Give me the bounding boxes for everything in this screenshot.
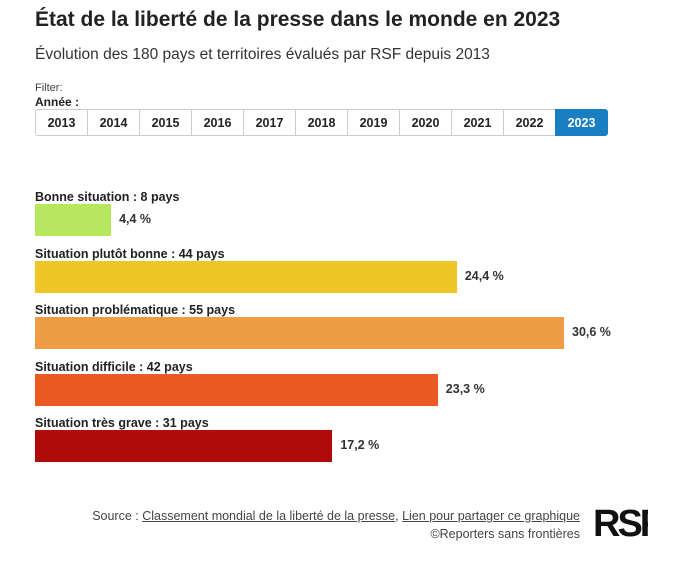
year-filter-label: Année : <box>35 95 80 109</box>
value-label: 23,3 % <box>445 381 485 396</box>
year-tab-2018[interactable]: 2018 <box>295 109 348 136</box>
year-tab-2017[interactable]: 2017 <box>243 109 296 136</box>
value-label: 24,4 % <box>464 268 504 283</box>
value-label: 17,2 % <box>340 438 380 452</box>
year-tab-2016[interactable]: 2016 <box>191 109 244 136</box>
year-tab-2021[interactable]: 2021 <box>451 109 504 136</box>
year-tab-2019[interactable]: 2019 <box>347 109 400 136</box>
year-tab-2015[interactable]: 2015 <box>139 109 192 136</box>
value-label: 4,4 % <box>119 212 152 226</box>
category-label: Situation difficile : 42 pays <box>35 359 193 374</box>
year-filter-tabs: 2013 2014 2015 2016 2017 2018 2019 2020 2021 2022… <box>35 109 608 136</box>
source-line: Source : Classement mondial de la libert… <box>92 507 580 525</box>
year-tab-2023[interactable]: 2023 <box>555 109 608 136</box>
chart-subtitle: Évolution des 180 pays et territoires év… <box>35 46 490 63</box>
year-tab-2014[interactable]: 2014 <box>87 109 140 136</box>
category-label: Situation plutôt bonne : 44 pays <box>35 246 225 261</box>
category-label: Bonne situation : 8 pays <box>35 190 180 204</box>
copyright-text: ©Reporters sans frontières <box>430 527 580 541</box>
year-tab-2022[interactable]: 2022 <box>503 109 556 136</box>
chart-title: État de la liberté de la presse dans le … <box>35 8 561 31</box>
year-tab-2013[interactable]: 2013 <box>35 109 88 136</box>
link-separator: , <box>395 509 403 523</box>
bar <box>35 430 333 462</box>
category-label: Situation problématique : 55 pays <box>35 303 236 317</box>
bar <box>35 373 438 406</box>
rsf-logo-text: RSF <box>593 503 648 542</box>
bar <box>35 204 112 236</box>
chart-footer: Source : Classement mondial de la libert… <box>92 507 580 543</box>
bar <box>35 260 457 293</box>
year-tab-2020[interactable]: 2020 <box>399 109 452 136</box>
rsf-logo: RSF <box>593 503 648 542</box>
category-label: Situation très grave : 31 pays <box>35 416 209 430</box>
share-link[interactable]: Lien pour partager ce graphique <box>402 509 580 523</box>
source-prefix: Source : <box>92 509 143 523</box>
bar <box>35 317 564 349</box>
source-link[interactable]: Classement mondial de la liberté de la p… <box>142 509 396 523</box>
value-label: 30,6 % <box>572 325 611 339</box>
filter-caption: Filter: <box>35 82 63 94</box>
